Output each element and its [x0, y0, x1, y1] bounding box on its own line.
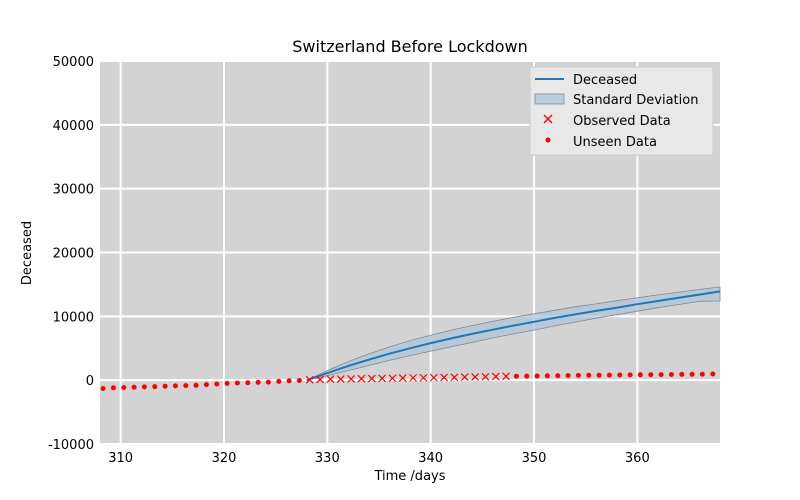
point-layer	[100, 371, 716, 391]
unseen-point	[203, 382, 209, 388]
unseen-point	[110, 385, 116, 391]
chart-title: Switzerland Before Lockdown	[292, 37, 527, 56]
y-tick-label: 40000	[53, 119, 94, 134]
x-tick-label: 310	[108, 451, 133, 466]
unseen-point	[637, 372, 643, 378]
legend-dot-marker	[545, 137, 551, 143]
unseen-point	[586, 372, 592, 378]
unseen-point	[193, 382, 199, 388]
unseen-point	[699, 371, 705, 377]
unseen-point	[658, 372, 664, 378]
unseen-point	[575, 372, 581, 378]
unseen-point	[183, 383, 189, 389]
legend-x-marker	[543, 114, 553, 124]
x-tick-label: 340	[418, 451, 443, 466]
observed-point	[491, 372, 500, 381]
x-tick-label: 360	[625, 451, 650, 466]
y-tick-labels: -10000 0 10000 20000 30000 40000 50000	[48, 55, 94, 453]
observed-point	[347, 374, 356, 383]
unseen-point	[234, 380, 240, 386]
unseen-point	[710, 371, 716, 377]
std-band-layer	[306, 286, 721, 381]
unseen-point	[513, 373, 519, 379]
unseen-point	[596, 372, 602, 378]
legend-label-std: Standard Deviation	[573, 93, 698, 108]
unseen-point	[224, 380, 230, 386]
unseen-point	[627, 372, 633, 378]
x-axis-label: Time /days	[373, 469, 445, 484]
unseen-point	[214, 381, 220, 387]
unseen-point	[544, 373, 550, 379]
y-tick-label: 20000	[53, 247, 94, 262]
line-layer	[306, 290, 721, 382]
unseen-point	[524, 373, 530, 379]
legend-label-observed: Observed Data	[573, 114, 671, 129]
observed-point	[429, 373, 438, 382]
unseen-point	[565, 373, 571, 379]
unseen-point	[668, 372, 674, 377]
legend-label-unseen: Unseen Data	[573, 135, 657, 150]
unseen-point	[121, 385, 127, 390]
unseen-point	[648, 372, 654, 378]
unseen-point	[617, 372, 623, 378]
x-tick-label: 330	[315, 451, 340, 466]
std-band	[306, 286, 721, 381]
observed-point	[450, 373, 459, 382]
y-tick-label: 30000	[53, 183, 94, 198]
unseen-point	[689, 371, 695, 377]
unseen-point	[606, 372, 612, 378]
unseen-point	[286, 378, 292, 384]
observed-point	[326, 375, 335, 384]
unseen-point	[255, 379, 261, 385]
y-tick-label: 0	[86, 374, 94, 389]
observed-point	[367, 374, 376, 383]
observed-point	[409, 373, 418, 382]
y-tick-label: -10000	[48, 438, 94, 453]
observed-point	[460, 373, 469, 382]
observed-point	[378, 374, 387, 383]
y-axis-label: Deceased	[20, 221, 35, 285]
observed-point	[357, 374, 366, 383]
unseen-point	[152, 384, 158, 390]
observed-point	[305, 375, 314, 384]
observed-point	[419, 373, 428, 382]
y-tick-label: 50000	[53, 55, 94, 70]
unseen-point	[172, 383, 178, 389]
x-tick-labels: 310 320 330 340 350 360	[108, 451, 649, 466]
observed-point	[502, 372, 511, 381]
observed-point	[316, 375, 325, 384]
observed-point	[440, 373, 449, 382]
legend-label-deceased: Deceased	[573, 73, 637, 88]
unseen-point	[162, 383, 168, 389]
unseen-point	[296, 378, 302, 383]
observed-point	[398, 374, 407, 382]
grid	[100, 60, 720, 445]
unseen-point	[534, 373, 540, 379]
unseen-point	[100, 386, 106, 391]
observed-point	[471, 373, 480, 381]
observed-point	[481, 372, 490, 381]
observed-point	[388, 374, 397, 383]
unseen-point	[679, 371, 685, 377]
unseen-point	[555, 373, 561, 379]
x-tick-label: 350	[522, 451, 547, 466]
unseen-point	[276, 378, 282, 384]
observed-point	[336, 375, 345, 383]
unseen-point	[265, 379, 271, 385]
unseen-point	[141, 384, 147, 390]
x-tick-label: 320	[212, 451, 237, 466]
legend-box	[529, 66, 714, 156]
unseen-point	[245, 380, 251, 386]
unseen-point	[131, 384, 137, 390]
legend-band-swatch	[534, 93, 565, 105]
legend: Deceased Standard Deviation Observed Dat…	[529, 66, 714, 156]
deceased-line	[306, 290, 721, 382]
y-tick-label: 10000	[53, 310, 94, 325]
